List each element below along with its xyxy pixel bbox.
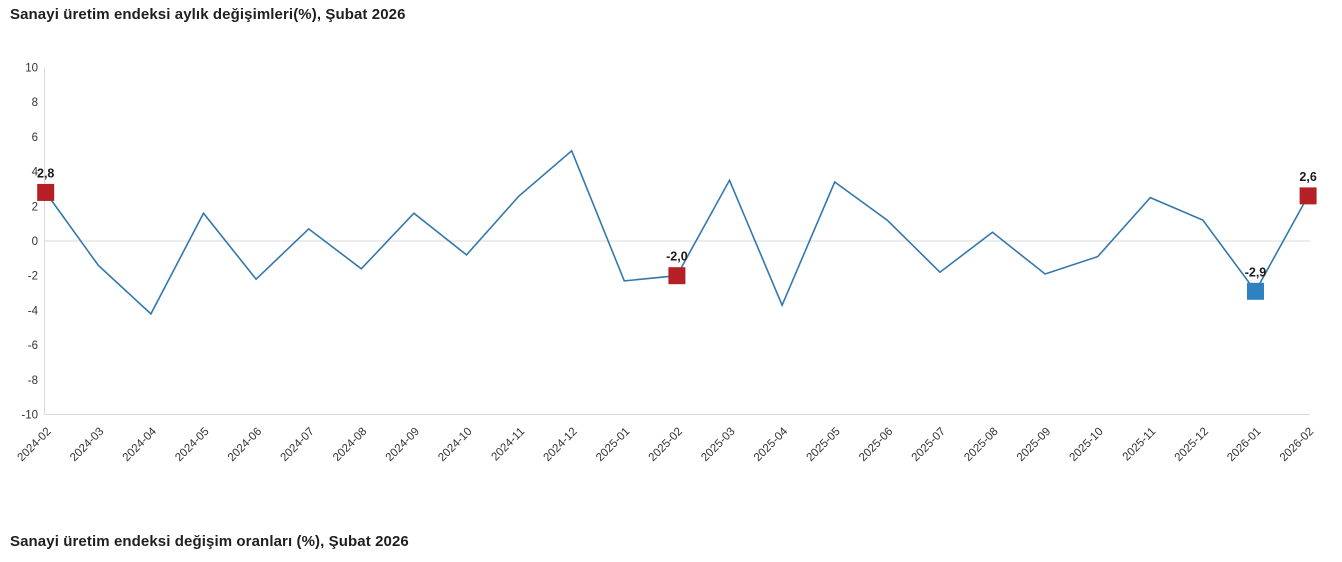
highlight-marker[interactable] (1247, 282, 1264, 300)
x-axis-tick-label: 2025-02 (647, 426, 685, 464)
series-line (45, 149, 1309, 316)
x-axis-tick-label: 2025-09 (1015, 426, 1053, 464)
x-axis-tick-label: 2024-10 (436, 426, 474, 464)
y-axis-tick-label: -6 (28, 340, 38, 352)
data-point-label: -2,0 (666, 250, 688, 264)
x-axis-tick-label: 2025-01 (594, 426, 632, 464)
y-axis-tick-label: 6 (32, 132, 38, 144)
y-axis-tick-label: 8 (32, 97, 38, 109)
y-axis-tick-label: 10 (25, 63, 38, 75)
x-axis-tick-label: 2025-03 (699, 426, 737, 464)
x-axis-tick-label: 2025-04 (752, 425, 791, 464)
data-point-label: 2,8 (37, 166, 54, 180)
line-chart: 10 8 6 4 2 0 -2 -4 -6 -8 -10 2024-02 2024-03 2024-04 2… (15, 63, 1317, 464)
x-axis-tick-label: 2024-02 (15, 426, 53, 464)
x-axis-tick-label: 2024-09 (384, 426, 422, 464)
data-point-label: 2,6 (1299, 170, 1316, 184)
x-axis-tick-label: 2024-04 (121, 425, 160, 464)
y-axis-tick-label: -2 (28, 271, 38, 283)
x-axis-tick-label: 2024-07 (278, 426, 316, 464)
data-point-label: -2,9 (1245, 265, 1267, 279)
x-axis-tick-label: 2025-10 (1067, 426, 1105, 464)
x-axis-tick-label: 2024-08 (331, 426, 369, 464)
x-axis-tick-label: 2024-11 (489, 426, 527, 464)
x-axis-tick-label: 2024-03 (68, 426, 106, 464)
y-axis-tick-label: -4 (28, 305, 39, 317)
chart-title-change-rates: Sanayi üretim endeksi değişim oranları (… (10, 533, 409, 550)
y-axis-tick-label: -10 (21, 410, 38, 422)
x-axis-tick-label: 2025-07 (910, 426, 948, 464)
y-axis-tick-label: 0 (32, 236, 38, 248)
x-axis-tick-label: 2025-11 (1121, 426, 1159, 464)
x-axis-tick-label: 2024-06 (226, 426, 264, 464)
y-axis-tick-label: 4 (32, 167, 39, 179)
x-axis-tick-label: 2026-02 (1278, 426, 1316, 464)
highlight-marker[interactable] (1299, 187, 1317, 205)
x-axis-tick-label: 2026-01 (1225, 426, 1263, 464)
x-axis-tick-label: 2025-08 (962, 426, 1000, 464)
x-axis-tick-label: 2025-06 (857, 426, 895, 464)
x-axis-tick-label: 2024-12 (541, 426, 579, 464)
chart-title-monthly-change: Sanayi üretim endeksi aylık değişimleri(… (10, 6, 406, 23)
x-axis-tick-label: 2025-12 (1173, 426, 1211, 464)
y-axis-tick-label: 2 (32, 201, 38, 213)
y-axis-tick-label: -8 (28, 375, 38, 387)
highlight-marker[interactable] (668, 267, 686, 285)
x-axis-tick-label: 2024-05 (173, 426, 211, 464)
highlight-marker[interactable] (37, 183, 55, 201)
x-axis-tick-label: 2025-05 (804, 426, 842, 464)
